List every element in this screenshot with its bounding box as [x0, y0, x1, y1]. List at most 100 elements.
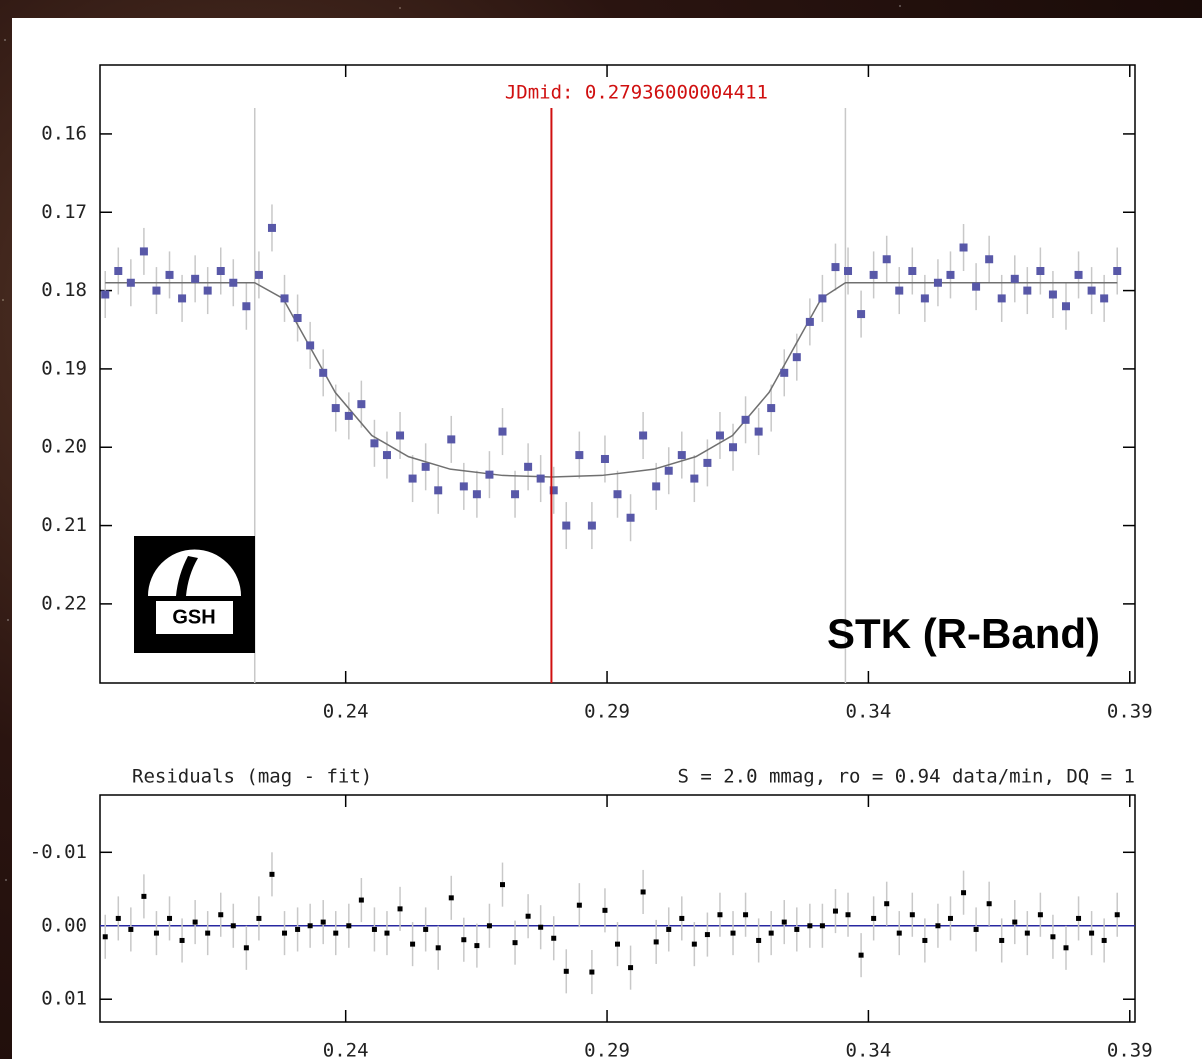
data-point [935, 923, 941, 929]
data-point [986, 901, 992, 907]
x-tick-label: 0.34 [846, 1040, 892, 1059]
data-point [664, 466, 673, 475]
data-point [1087, 286, 1096, 295]
data-point [459, 482, 468, 491]
data-point [1024, 930, 1030, 936]
y-tick-label: -0.01 [30, 841, 87, 863]
data-point [254, 270, 263, 279]
y-tick-label: 0.22 [41, 592, 87, 614]
data-point [512, 940, 518, 946]
data-point [371, 926, 377, 932]
logo-plate [156, 601, 233, 634]
data-point [307, 923, 313, 929]
logo-slit [176, 556, 198, 596]
data-point [831, 263, 840, 272]
data-point [549, 486, 558, 495]
data-point [922, 937, 928, 943]
data-point [589, 969, 595, 975]
data-point [486, 923, 492, 929]
y-tick-label: 0.17 [41, 201, 87, 223]
data-point [781, 919, 787, 925]
y-tick-label: 0.01 [41, 988, 87, 1010]
data-point [205, 930, 211, 936]
data-point [587, 521, 596, 530]
data-point [551, 935, 557, 941]
data-point [333, 930, 339, 936]
data-point [1048, 290, 1057, 299]
data-point [857, 310, 866, 319]
data-point [167, 915, 173, 921]
data-point [639, 431, 648, 440]
data-point [1100, 294, 1109, 303]
data-point [871, 915, 877, 921]
data-point [191, 274, 200, 283]
data-point [1037, 912, 1043, 918]
data-point [729, 443, 738, 452]
data-point [615, 941, 620, 947]
data-point [677, 451, 686, 460]
data-point [485, 470, 494, 479]
data-point [973, 926, 979, 932]
data-point [165, 270, 174, 279]
data-point [536, 474, 545, 483]
data-point [1010, 274, 1019, 283]
data-point [102, 934, 108, 940]
data-point [344, 411, 353, 420]
data-point [933, 278, 942, 287]
data-point [908, 267, 917, 275]
band-label: STK (R-Band) [827, 610, 1100, 657]
data-point [408, 474, 417, 483]
data-point [192, 919, 198, 925]
data-point [576, 902, 582, 908]
data-point [511, 490, 520, 499]
data-point [152, 286, 161, 295]
data-point [882, 255, 891, 264]
data-point [269, 871, 275, 877]
data-point [178, 294, 187, 303]
data-point [884, 901, 890, 907]
data-point [203, 286, 212, 295]
data-point [423, 926, 429, 932]
data-point [126, 278, 135, 287]
data-point [153, 930, 159, 936]
x-tick-label: 0.39 [1107, 1040, 1153, 1059]
data-point [434, 486, 443, 495]
logo-dome [148, 549, 241, 596]
data-point [282, 930, 288, 936]
data-point [704, 932, 710, 938]
data-point [920, 294, 929, 303]
data-point [999, 937, 1005, 943]
data-point [229, 278, 238, 287]
data-point [1050, 934, 1056, 940]
plot-frame [99, 64, 1136, 684]
data-point [141, 893, 147, 899]
data-point [805, 317, 814, 326]
data-point [331, 404, 340, 413]
data-point [653, 939, 659, 945]
data-point [396, 431, 405, 440]
data-point [715, 431, 724, 440]
data-point [525, 913, 531, 919]
data-point [600, 454, 609, 463]
data-point [256, 915, 262, 921]
y-tick-label: 0.00 [41, 914, 87, 936]
chart-subtitle: S = 2.0 mmag, ro = 0.94 data/min, DQ = 1 [677, 766, 1135, 788]
data-point [357, 400, 366, 409]
data-point [500, 882, 505, 888]
data-point [780, 368, 789, 377]
data-point [139, 247, 148, 256]
data-point [832, 908, 838, 914]
plot-frame [99, 794, 1136, 1023]
data-point [1076, 915, 1082, 921]
data-point [410, 941, 416, 947]
data-point [730, 930, 736, 936]
data-point [562, 521, 571, 530]
data-point [230, 923, 236, 929]
data-point [280, 294, 289, 303]
data-point [1114, 912, 1120, 918]
data-point [538, 924, 544, 930]
data-point [293, 313, 302, 322]
data-point [997, 294, 1006, 303]
data-point [1036, 267, 1045, 275]
